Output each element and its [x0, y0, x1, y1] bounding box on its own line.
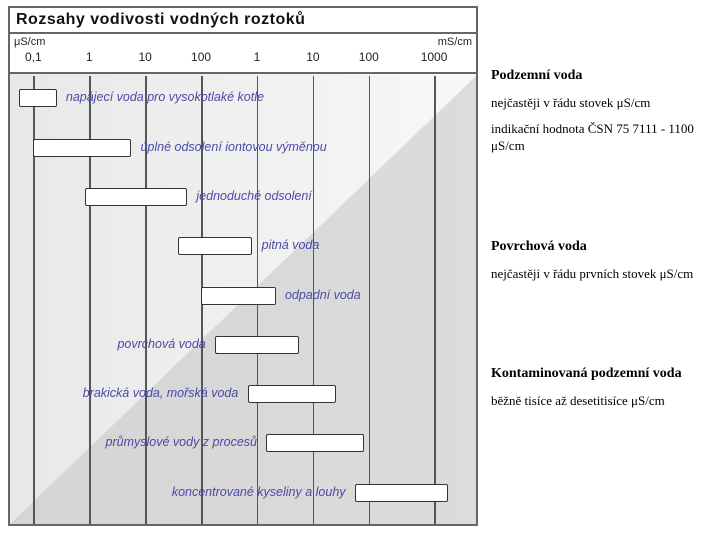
axis-tick-label: 100: [191, 50, 211, 64]
range-label: koncentrované kyseliny a louhy: [172, 485, 346, 499]
text-block-surface: Povrchová voda nejčastěji v řádu prvních…: [491, 239, 710, 283]
range-label: povrchová voda: [117, 337, 205, 351]
axis-tick-label: 1000: [421, 50, 448, 64]
range-bar: [85, 188, 188, 206]
heading-contaminated: Kontaminovaná podzemní voda: [491, 366, 710, 382]
para: nejčastěji v řádu stovek μS/cm: [491, 94, 710, 112]
axis-tick-label: 0,1: [25, 50, 42, 64]
para: nejčastěji v řádu prvních stovek μS/cm: [491, 265, 710, 283]
text-block-contaminated: Kontaminovaná podzemní voda běžně tisíce…: [491, 366, 710, 410]
range-label: odpadní voda: [285, 288, 361, 302]
range-bar: [215, 336, 299, 354]
axis-tick-label: 10: [138, 50, 151, 64]
chart-column: Rozsahy vodivosti vodných roztoků μS/cm …: [0, 0, 485, 540]
gridline: [369, 76, 371, 524]
chart-frame: Rozsahy vodivosti vodných roztoků μS/cm …: [8, 6, 478, 526]
axis-unit-right: mS/cm: [438, 36, 472, 48]
range-label: pitná voda: [262, 238, 320, 252]
para: indikační hodnota ČSN 75 7111 - 1100 μS/…: [491, 120, 710, 155]
range-label: napájecí voda pro vysokotlaké kotle: [66, 90, 264, 104]
chart-title: Rozsahy vodivosti vodných roztoků: [10, 8, 476, 34]
sidebar-column: Podzemní voda nejčastěji v řádu stovek μ…: [485, 0, 720, 540]
range-bar: [266, 434, 364, 452]
range-label: úplné odsolení iontovou výměnou: [140, 140, 326, 154]
range-bar: [33, 139, 131, 157]
text-block-groundwater: Podzemní voda nejčastěji v řádu stovek μ…: [491, 68, 710, 155]
range-bar: [355, 484, 448, 502]
range-label: průmyslové vody z procesů: [106, 435, 257, 449]
axis-tick-label: 10: [306, 50, 319, 64]
range-label: brakická voda, mořská voda: [83, 386, 239, 400]
range-label: jednoduché odsolení: [196, 189, 311, 203]
axis-row: μS/cm mS/cm 0,1 1 10 100 1 10 100 1000: [10, 34, 476, 74]
axis-tick-label: 1: [86, 50, 93, 64]
para: běžně tisíce až desetitisíce μS/cm: [491, 392, 710, 410]
axis-tick-label: 100: [359, 50, 379, 64]
range-bar: [201, 287, 276, 305]
axis-tick-label: 1: [254, 50, 261, 64]
range-bar: [178, 237, 253, 255]
heading-surface: Povrchová voda: [491, 239, 710, 255]
range-bar: [248, 385, 337, 403]
axis-unit-left: μS/cm: [14, 36, 45, 48]
heading-groundwater: Podzemní voda: [491, 68, 710, 84]
gridline: [434, 76, 436, 524]
slide: Rozsahy vodivosti vodných roztoků μS/cm …: [0, 0, 720, 540]
range-bar: [19, 89, 56, 107]
chart-body: napájecí voda pro vysokotlaké kotle úplné…: [10, 76, 476, 524]
